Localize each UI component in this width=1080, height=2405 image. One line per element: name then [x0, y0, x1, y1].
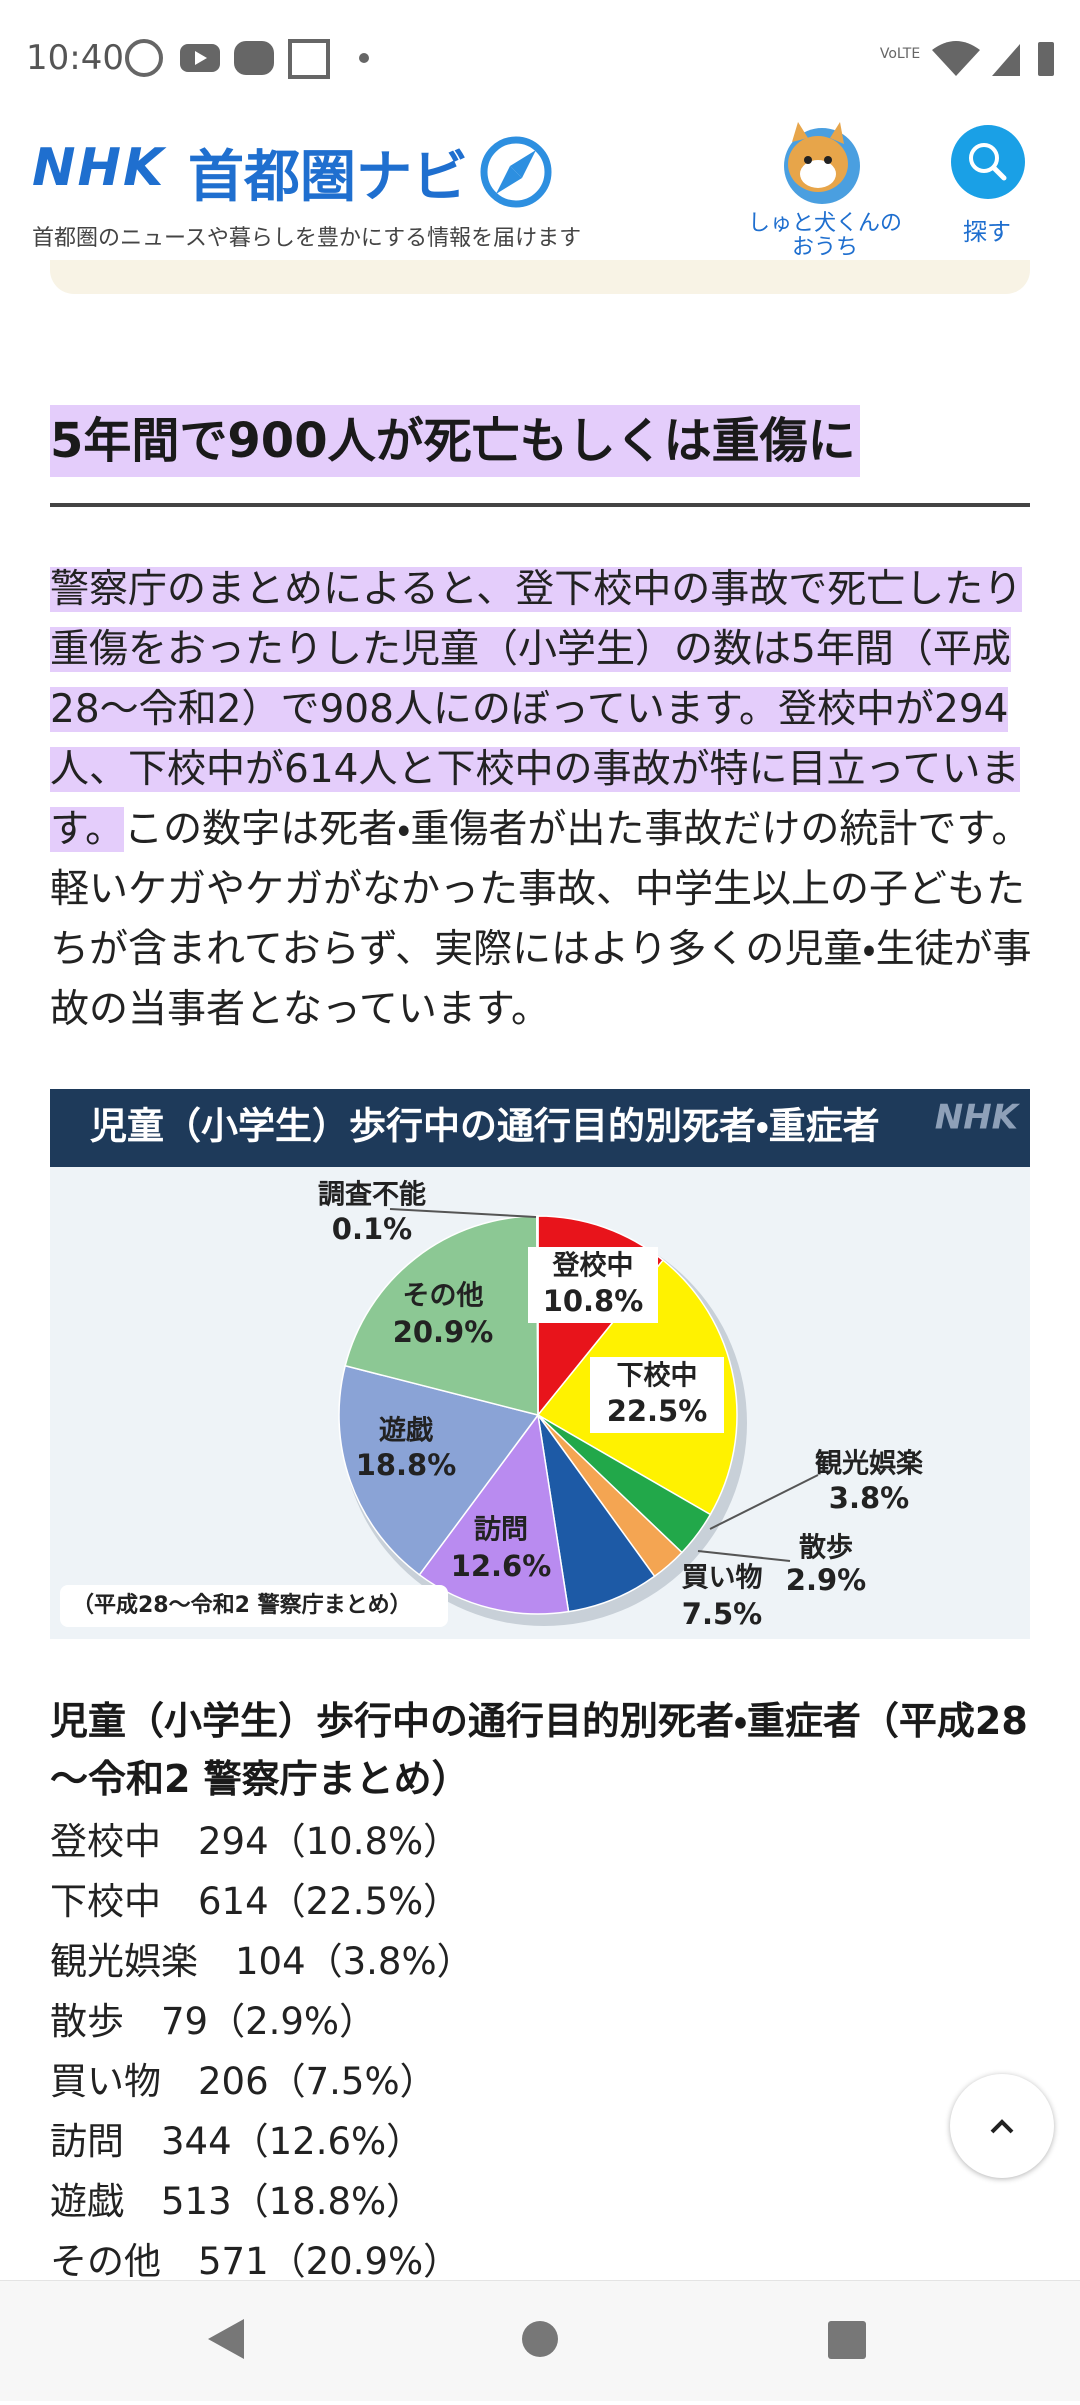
slice-value: 10.8% — [543, 1284, 644, 1318]
pie-slice — [418, 1413, 570, 1615]
clock: 10:40 — [26, 38, 124, 78]
leader-line — [709, 1474, 819, 1530]
nav-buttons — [208, 2319, 866, 2359]
list-item: 観光娯楽 104（3.8%） — [50, 1940, 474, 1983]
chart-title: 児童（小学生）歩行中の通行目的別死者・重症者 — [90, 1105, 880, 1148]
search-button[interactable] — [950, 124, 1026, 200]
list-item: 買い物 206（7.5%） — [50, 2060, 437, 2103]
article-heading: 5年間で900人が死亡もしくは重傷に — [50, 405, 860, 477]
list-heading: 児童（小学生）歩行中の通行目的別死者・重症者（平成28～令和2 警察庁まとめ） — [50, 1699, 1028, 1801]
mascot-icon[interactable] — [772, 122, 872, 210]
status-bar: 10:40 VoLTE — [0, 0, 1080, 100]
slice-label: 買い物 — [682, 1563, 763, 1594]
list-item: 登校中 294（10.8%） — [50, 1820, 461, 1863]
slice-value: 12.6% — [451, 1549, 552, 1583]
back-button[interactable] — [208, 2319, 244, 2359]
mascot-link[interactable]: しゅと犬くんの おうち — [747, 211, 902, 260]
compass-icon — [480, 136, 552, 208]
scroll-top-button[interactable] — [950, 2074, 1054, 2178]
list-item: 遊戯 513（18.8%） — [50, 2180, 424, 2223]
slice-label: 訪問 — [474, 1515, 528, 1546]
status-icons — [125, 39, 369, 79]
slice-label: 下校中 — [617, 1361, 698, 1392]
pie-slice — [338, 1364, 540, 1576]
recents-button[interactable] — [828, 2321, 866, 2359]
home-button[interactable] — [522, 2321, 558, 2357]
data-list: 登校中 294（10.8%） 下校中 614（22.5%） 観光娯楽 104（3.8… — [50, 1812, 474, 2292]
label-box — [528, 1247, 658, 1323]
slice-label: 登校中 — [552, 1251, 634, 1282]
tagline: 首都圏のニュースや暮らしを豊かにする情報を届けます — [32, 226, 582, 251]
slice-label: 遊戯 — [379, 1415, 434, 1447]
list-item: 散歩 79（2.9%） — [50, 2000, 377, 2043]
site-name[interactable]: 首都圏ナビ — [188, 145, 468, 210]
chart-note: （平成28～令和2 警察庁まとめ） — [72, 1592, 412, 1618]
chevron-up — [990, 2119, 1014, 2134]
slice-value: 18.8% — [356, 1448, 457, 1482]
pie-slice — [344, 1215, 539, 1416]
list-item: その他 571（20.9%） — [50, 2240, 461, 2283]
note-box — [60, 1585, 448, 1627]
article-paragraph: 警察庁のまとめによると、登下校中の事故で死亡したり重傷をおったりした児童（小学生… — [50, 560, 1035, 1040]
heading-rule — [50, 503, 1030, 507]
chart-title-bar — [50, 1089, 1030, 1167]
system-icons: VoLTE — [880, 41, 1054, 76]
slice-label: その他 — [403, 1281, 484, 1312]
slice-value: 3.8% — [829, 1481, 909, 1515]
slice-label: 調査不能 — [318, 1180, 426, 1211]
search-label[interactable]: 探す — [963, 218, 1011, 246]
slice-value: 2.9% — [786, 1563, 866, 1597]
paragraph-text: この数字は死者・重傷者が出た事故だけの統計です。軽いケガやケガがなかった事故、中… — [50, 807, 1032, 1032]
pie: 登校中10.8%下校中22.5%観光娯楽3.8%散歩2.9%買い物7.5%訪問1… — [318, 1180, 923, 1632]
slice-value: 0.1% — [332, 1212, 412, 1246]
nav-bar — [0, 2280, 1080, 2401]
slice-label: 散歩 — [799, 1533, 853, 1564]
label-box — [590, 1357, 724, 1433]
slice-value: 22.5% — [607, 1394, 708, 1428]
list-item: 下校中 614（22.5%） — [50, 1880, 461, 1923]
slice-value: 7.5% — [682, 1597, 762, 1631]
slice-value: 20.9% — [393, 1315, 494, 1349]
nhk-logo[interactable]: NHK — [32, 138, 166, 198]
leader-line — [697, 1550, 791, 1562]
svg-text:VoLTE: VoLTE — [880, 46, 920, 62]
leader-line — [389, 1208, 537, 1218]
card-edge — [50, 260, 1030, 294]
slice-label: 観光娯楽 — [815, 1449, 923, 1480]
watermark: NHK — [935, 1098, 1021, 1138]
site-header: NHK 首都圏ナビ 首都圏のニュースや暮らしを豊かにする情報を届けます しゅと犬… — [0, 100, 1080, 280]
list-item: 訪問 344（12.6%） — [50, 2120, 424, 2163]
